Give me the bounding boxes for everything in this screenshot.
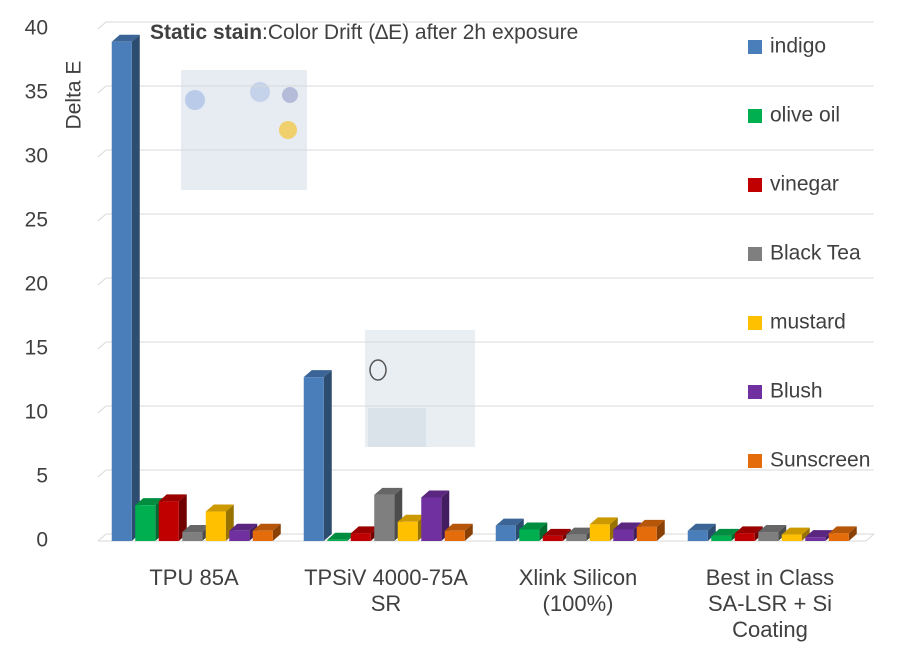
bar-front <box>253 531 273 541</box>
sample-chip <box>368 408 426 447</box>
bar-front <box>351 533 371 541</box>
legend-label: olive oil <box>770 104 840 127</box>
legend-swatch <box>748 40 762 54</box>
bar-front <box>135 505 155 541</box>
x-tick-label: Best in Class SA-LSR + Si Coating <box>685 565 855 643</box>
y-tick-label: 25 <box>25 209 48 232</box>
grid-line <box>98 214 874 221</box>
bar <box>112 35 140 541</box>
y-axis-label: Delta E <box>63 61 86 130</box>
stain <box>185 90 205 110</box>
legend-swatch <box>748 316 762 330</box>
legend-label: vinegar <box>770 173 839 196</box>
bar-front <box>112 42 132 541</box>
bar-side <box>324 370 332 541</box>
legend-label: indigo <box>770 35 826 58</box>
legend-swatch <box>748 109 762 123</box>
grid-line <box>98 470 874 477</box>
bar-front <box>445 531 465 541</box>
bar-front <box>304 377 324 541</box>
bar-front <box>229 531 249 541</box>
x-tick-label: Xlink Silicon (100%) <box>493 565 663 617</box>
grid-line <box>98 278 874 285</box>
bar-front <box>398 522 418 541</box>
bar-front <box>496 526 516 541</box>
bar-front <box>758 532 778 541</box>
chart: Delta E Static stain:Color Drift (∆E) af… <box>0 0 904 660</box>
y-tick-label: 10 <box>25 401 48 424</box>
x-tick-label: TPU 85A <box>109 565 279 591</box>
bar-front <box>327 540 347 541</box>
bar-front <box>782 535 802 541</box>
bar-front <box>374 495 394 541</box>
bar-front <box>159 501 179 541</box>
bar-front <box>735 533 755 541</box>
legend-swatch <box>748 454 762 468</box>
y-tick-label: 20 <box>25 273 48 296</box>
bar-front <box>590 524 610 541</box>
bar-front <box>805 537 825 541</box>
bar-front <box>613 529 633 541</box>
bar-front <box>543 536 563 541</box>
legend-label: Blush <box>770 380 823 403</box>
y-tick-label: 30 <box>25 145 48 168</box>
title-bold: Static stain <box>150 21 262 44</box>
legend-swatch <box>748 247 762 261</box>
y-tick-label: 0 <box>36 529 48 552</box>
title-rest: :Color Drift (∆E) after 2h exposure <box>262 21 578 44</box>
grid-line <box>98 406 874 413</box>
stain <box>279 121 297 139</box>
bar <box>829 526 857 541</box>
legend-label: Black Tea <box>770 242 861 265</box>
y-tick-label: 40 <box>25 17 48 40</box>
legend-swatch <box>748 385 762 399</box>
bar-front <box>182 532 202 541</box>
bar <box>304 370 332 541</box>
x-tick-label: TPSiV 4000-75A SR <box>301 565 471 617</box>
bar-front <box>688 531 708 541</box>
bar-front <box>711 536 731 541</box>
chart-title: Static stain:Color Drift (∆E) after 2h e… <box>150 21 578 44</box>
stain <box>250 82 270 102</box>
bar-front <box>566 535 586 541</box>
bar-front <box>637 527 657 541</box>
y-tick-label: 15 <box>25 337 48 360</box>
chart-svg: Delta E Static stain:Color Drift (∆E) af… <box>0 0 904 660</box>
grid-line <box>98 342 874 349</box>
bar-front <box>421 497 441 541</box>
y-tick-label: 35 <box>25 81 48 104</box>
legend-label: Sunscreen <box>770 449 870 472</box>
bar-front <box>519 529 539 541</box>
legend-swatch <box>748 178 762 192</box>
legend-label: mustard <box>770 311 846 334</box>
bar-side <box>132 35 140 541</box>
y-tick-label: 5 <box>36 465 48 488</box>
bar-front <box>206 512 226 541</box>
bar-front <box>829 533 849 541</box>
stain <box>282 87 298 103</box>
